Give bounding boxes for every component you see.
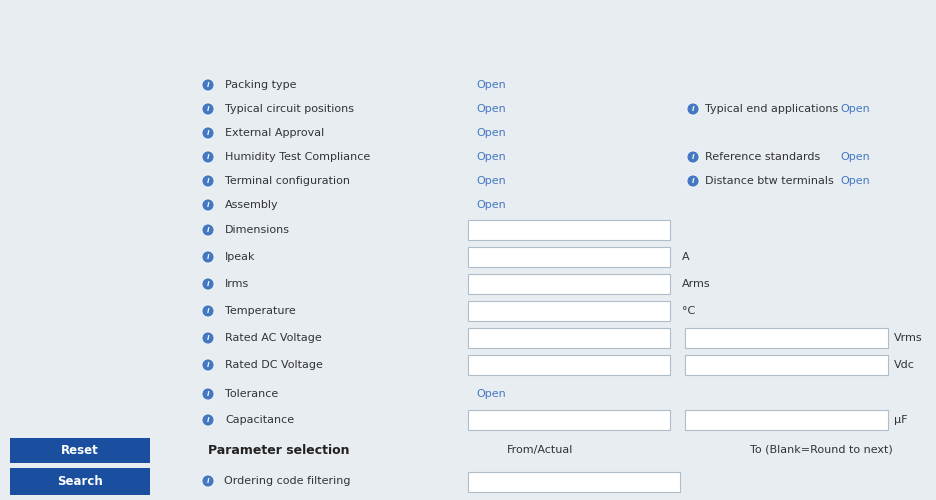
Text: Distance btw terminals: Distance btw terminals [705,176,834,186]
FancyBboxPatch shape [685,328,888,348]
Circle shape [687,151,699,163]
Text: Typical end applications: Typical end applications [705,104,839,114]
Text: From/Actual: From/Actual [506,445,573,455]
Text: Search: Search [57,475,103,488]
Text: Open: Open [476,176,505,186]
Text: Open: Open [476,200,505,210]
Text: Vrms: Vrms [894,333,923,343]
Text: Ordering code filtering: Ordering code filtering [224,476,350,486]
Text: To (Blank=Round to next): To (Blank=Round to next) [750,445,893,455]
Text: Open: Open [476,128,505,138]
Circle shape [202,199,214,211]
Text: Open: Open [840,104,870,114]
Text: Open: Open [476,80,505,90]
Text: i: i [207,478,209,484]
Text: Vdc: Vdc [894,360,914,370]
Circle shape [202,103,214,115]
Circle shape [202,305,214,317]
Circle shape [202,79,214,91]
Text: Temperature: Temperature [225,306,296,316]
Circle shape [687,103,699,115]
FancyBboxPatch shape [10,468,150,495]
Text: Typical circuit positions: Typical circuit positions [225,104,354,114]
Circle shape [687,175,699,187]
FancyBboxPatch shape [468,355,670,375]
FancyBboxPatch shape [685,355,888,375]
FancyBboxPatch shape [468,274,670,294]
Text: °C: °C [682,306,695,316]
Text: Open: Open [476,152,505,162]
Text: Rated AC Voltage: Rated AC Voltage [225,333,322,343]
Text: Rated DC Voltage: Rated DC Voltage [225,360,323,370]
Text: i: i [207,106,209,112]
FancyBboxPatch shape [468,328,670,348]
Text: i: i [207,308,209,314]
Text: Humidity Test Compliance: Humidity Test Compliance [225,152,371,162]
Text: i: i [692,178,695,184]
Text: i: i [207,130,209,136]
Text: Open: Open [840,152,870,162]
Text: Tolerance: Tolerance [225,389,278,399]
Circle shape [202,151,214,163]
Text: i: i [207,154,209,160]
Text: Open: Open [840,176,870,186]
FancyBboxPatch shape [468,247,670,267]
Text: Terminal configuration: Terminal configuration [225,176,350,186]
Text: µF: µF [894,415,908,425]
Circle shape [202,127,214,139]
Text: Arms: Arms [682,279,710,289]
Text: Open: Open [476,104,505,114]
Circle shape [202,414,214,426]
Text: i: i [207,417,209,423]
Text: i: i [692,106,695,112]
Text: i: i [207,281,209,287]
Text: Reference standards: Reference standards [705,152,820,162]
Circle shape [202,175,214,187]
FancyBboxPatch shape [468,472,680,492]
Text: Reset: Reset [61,444,99,457]
Text: i: i [207,227,209,233]
Text: i: i [207,362,209,368]
FancyBboxPatch shape [10,438,150,463]
Text: External Approval: External Approval [225,128,324,138]
FancyBboxPatch shape [468,301,670,321]
Text: Parameter selection: Parameter selection [208,444,349,456]
FancyBboxPatch shape [468,410,670,430]
Text: i: i [207,82,209,88]
Text: i: i [692,154,695,160]
Text: i: i [207,178,209,184]
Circle shape [202,224,214,236]
Circle shape [202,332,214,344]
Text: i: i [207,254,209,260]
Text: Packing type: Packing type [225,80,297,90]
Circle shape [202,475,214,487]
Text: Capacitance: Capacitance [225,415,294,425]
Text: i: i [207,335,209,341]
Circle shape [202,359,214,371]
Text: Ipeak: Ipeak [225,252,256,262]
Text: Irms: Irms [225,279,249,289]
Text: Open: Open [476,389,505,399]
FancyBboxPatch shape [685,410,888,430]
Circle shape [202,251,214,263]
Text: Assembly: Assembly [225,200,279,210]
Text: A: A [682,252,690,262]
Text: i: i [207,391,209,397]
Text: i: i [207,202,209,208]
FancyBboxPatch shape [468,220,670,240]
Circle shape [202,388,214,400]
Text: Dimensions: Dimensions [225,225,290,235]
Circle shape [202,278,214,290]
